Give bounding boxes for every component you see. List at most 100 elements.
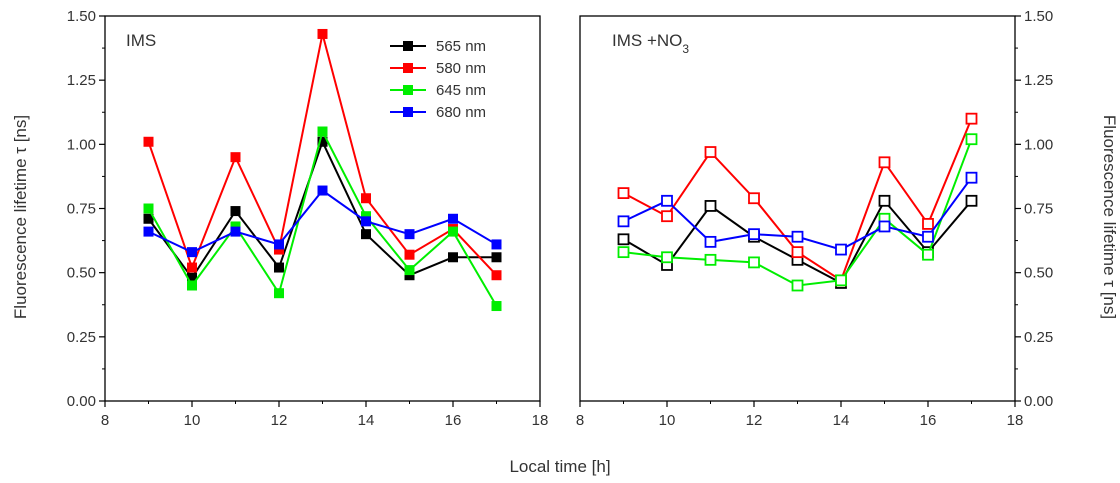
y-tick-label: 0.00	[67, 393, 96, 410]
data-point	[835, 243, 847, 256]
data-point	[230, 226, 241, 237]
data-point	[361, 193, 371, 204]
y-axis-label-right: Fluorescence lifetime τ [ns]	[1100, 115, 1119, 319]
data-point	[491, 252, 502, 263]
panel-left: 8 10 12 14 16 18 0.00 0.25 0.50 0.75 1.00 1.25 1.50 I…	[67, 8, 549, 429]
legend-marker	[403, 63, 413, 73]
y-tick-label: 1.50	[67, 8, 96, 25]
data-point	[748, 256, 760, 269]
x-tick-label: 18	[1007, 412, 1024, 429]
panel-title-main: IMS +NO	[612, 31, 682, 50]
data-point	[448, 252, 458, 263]
data-point	[361, 216, 371, 227]
x-tick-label: 12	[271, 412, 288, 429]
data-point	[835, 274, 847, 287]
data-point	[704, 253, 717, 266]
data-point	[791, 279, 804, 292]
data-point	[143, 203, 154, 214]
data-point	[661, 251, 673, 264]
x-axis-label: Local time [h]	[509, 457, 610, 476]
x-tick-label: 10	[184, 412, 201, 429]
y-tick-label: 1.25	[67, 72, 96, 89]
y-tick-label: 0.75	[67, 201, 96, 218]
panel-title: IMS	[126, 31, 156, 50]
y-tick-label: 0.00	[1024, 393, 1053, 410]
data-point	[704, 200, 717, 212]
data-point	[143, 226, 154, 237]
x-tick-label: 8	[576, 412, 584, 429]
data-point	[143, 213, 154, 224]
x-tick-label: 12	[746, 412, 763, 429]
x-tick-label: 16	[920, 412, 937, 429]
data-point	[448, 226, 458, 237]
y-tick-label: 0.25	[1024, 329, 1053, 346]
data-point	[317, 126, 328, 137]
data-point	[617, 246, 630, 259]
data-point	[748, 228, 760, 241]
data-point	[965, 133, 978, 146]
y-axis-label-left: Fluorescence lifetime τ [ns]	[11, 115, 30, 319]
data-point	[922, 230, 934, 243]
data-point	[491, 239, 502, 250]
y-tick-label: 0.50	[67, 265, 96, 282]
data-point	[404, 270, 415, 281]
y-tick-label: 0.25	[67, 329, 96, 346]
data-point	[617, 215, 630, 228]
data-point	[878, 220, 891, 233]
data-point	[143, 136, 154, 147]
data-point	[748, 192, 760, 205]
data-point	[361, 229, 371, 240]
data-point	[187, 247, 197, 258]
data-point	[230, 152, 241, 163]
data-point	[617, 233, 630, 246]
x-tick-label: 18	[532, 412, 549, 429]
y-tick-label: 0.75	[1024, 201, 1053, 218]
data-point	[274, 288, 284, 299]
data-point	[878, 156, 891, 169]
data-point	[404, 249, 415, 260]
x-tick-label: 16	[445, 412, 462, 429]
data-point	[230, 221, 241, 232]
data-point	[187, 262, 197, 273]
data-point	[491, 270, 502, 281]
legend-label: 645 nm	[436, 82, 486, 99]
data-point	[965, 171, 978, 184]
legend-marker	[403, 85, 413, 95]
data-point	[361, 211, 371, 222]
panel-title-subscript: 3	[682, 42, 689, 56]
data-point	[317, 136, 328, 147]
x-tick-label: 14	[833, 412, 850, 429]
series-line	[147, 139, 497, 280]
data-point	[878, 194, 891, 207]
data-point	[965, 112, 978, 125]
data-point	[617, 187, 630, 200]
data-point	[965, 194, 978, 207]
data-point	[922, 248, 934, 261]
panel-title: IMS +NO3	[612, 31, 689, 56]
data-point	[274, 262, 284, 273]
data-point	[791, 246, 804, 259]
data-point	[791, 230, 804, 243]
data-point	[317, 28, 328, 39]
data-point	[404, 229, 415, 240]
data-point	[274, 239, 284, 250]
legend-label: 580 nm	[436, 60, 486, 77]
data-point	[230, 206, 241, 217]
legend: 565 nm 580 nm 645 nm 680 nm	[390, 38, 486, 121]
panel-title-main: IMS	[126, 31, 156, 50]
data-point	[491, 301, 502, 312]
data-point	[661, 210, 673, 223]
data-point	[922, 217, 934, 230]
data-point	[704, 146, 717, 158]
data-point	[704, 235, 717, 248]
legend-marker	[403, 107, 413, 117]
legend-label: 565 nm	[436, 38, 486, 55]
y-tick-label: 1.25	[1024, 72, 1053, 89]
data-point	[448, 213, 458, 224]
legend-label: 680 nm	[436, 104, 486, 121]
data-point	[187, 272, 197, 283]
x-tick-label: 14	[358, 412, 375, 429]
y-tick-label: 1.50	[1024, 8, 1053, 25]
x-tick-label: 10	[659, 412, 676, 429]
